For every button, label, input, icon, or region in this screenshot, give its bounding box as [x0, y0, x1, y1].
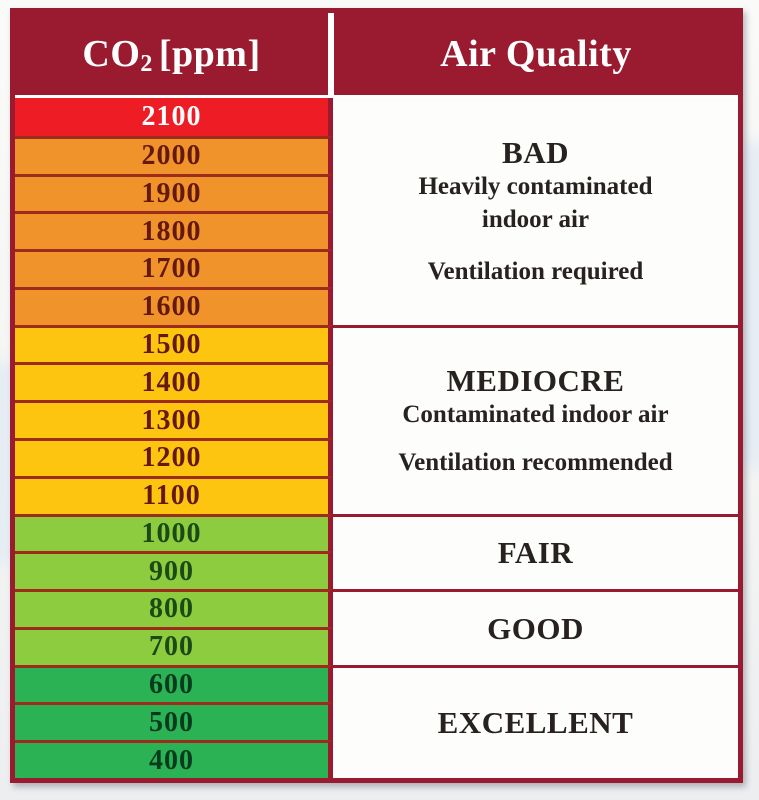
co2-row-1000: 1000 — [15, 513, 333, 552]
co2-row-1200: 1200 — [15, 438, 333, 476]
quality-section-bad: BAD Heavily contaminated indoor air Vent… — [333, 98, 738, 325]
quality-title-bad: BAD — [502, 134, 569, 170]
quality-desc-bad-line1: Heavily contaminated — [418, 173, 653, 201]
header-cell-air-quality: Air Quality — [334, 13, 738, 95]
co2-row-600: 600 — [15, 664, 333, 703]
quality-note-bad: Ventilation required — [427, 258, 644, 286]
co2-row-700: 700 — [15, 626, 333, 665]
co2-row-1300: 1300 — [15, 400, 333, 438]
quality-section-mediocre: MEDIOCRE Contaminated indoor air Ventila… — [333, 324, 738, 514]
co2-row-2000: 2000 — [15, 135, 333, 174]
co2-row-1800: 1800 — [15, 211, 333, 250]
background-artifact-right — [741, 140, 759, 470]
quality-title-good: GOOD — [487, 610, 584, 646]
co2-row-900: 900 — [15, 551, 333, 590]
quality-section-excellent: EXCELLENT — [333, 664, 738, 778]
co2-air-quality-table: CO 2 [ppm] Air Quality 2100 2000 1900 1800… — [10, 8, 743, 783]
co2-row-1500: 1500 — [15, 324, 333, 363]
quality-desc-bad-line2: indoor air — [481, 205, 590, 233]
quality-title-excellent: EXCELLENT — [437, 705, 634, 741]
quality-desc-mediocre: Contaminated indoor air — [402, 400, 669, 428]
co2-label-unit: [ppm] — [158, 33, 261, 75]
co2-label-base: CO — [82, 33, 141, 75]
co2-row-1400: 1400 — [15, 362, 333, 401]
quality-title-mediocre: MEDIOCRE — [446, 362, 625, 398]
co2-row-400: 400 — [15, 740, 333, 778]
co2-row-1900: 1900 — [15, 173, 333, 212]
quality-title-fair: FAIR — [497, 535, 574, 571]
header-cell-co2-ppm: CO 2 [ppm] — [15, 13, 328, 95]
co2-label-subscript: 2 — [140, 50, 153, 77]
air-quality-label: Air Quality — [440, 33, 632, 75]
co2-row-1100: 1100 — [15, 475, 333, 514]
table-body: 2100 2000 1900 1800 1700 1600 1500 1400 … — [15, 98, 738, 778]
table-header-row: CO 2 [ppm] Air Quality — [15, 13, 738, 95]
co2-row-1700: 1700 — [15, 249, 333, 287]
co2-row-800: 800 — [15, 589, 333, 627]
quality-section-fair: FAIR — [333, 513, 738, 590]
quality-section-good: GOOD — [333, 589, 738, 665]
co2-row-500: 500 — [15, 702, 333, 741]
co2-row-1600: 1600 — [15, 286, 333, 325]
co2-row-2100: 2100 — [15, 98, 333, 136]
quality-note-mediocre: Ventilation recommended — [398, 449, 673, 477]
